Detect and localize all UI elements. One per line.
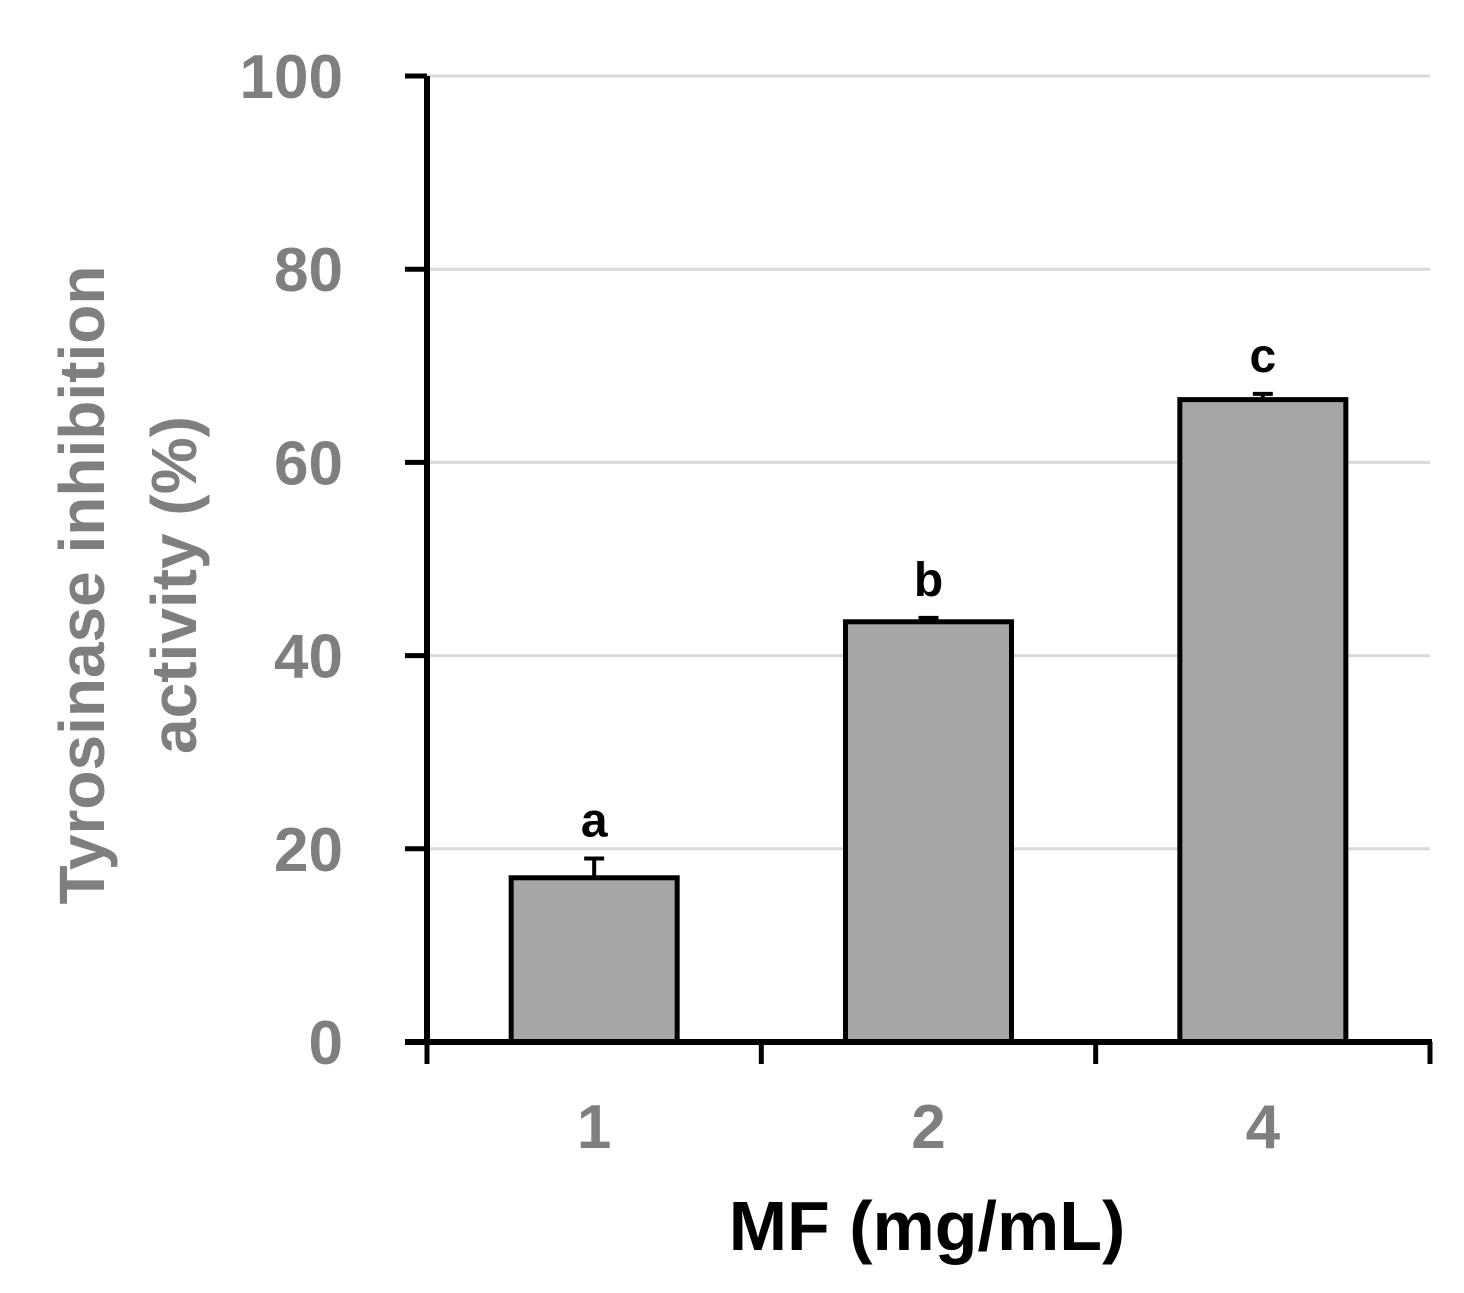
y-tick-label: 80: [274, 236, 343, 305]
labels: 0 20 40 60 80 100 a 1 b 2 c 4: [240, 43, 1281, 1162]
y-tick-label: 20: [274, 816, 343, 885]
y-axis-title-line-2: activity (%): [138, 416, 210, 754]
y-axis-title-line-1: Tyrosinase inhibition: [46, 266, 118, 905]
x-tick-label: 2: [911, 1093, 945, 1162]
y-tick-label: 0: [309, 1009, 343, 1078]
y-tick-label: 100: [240, 43, 343, 112]
bar-1: [508, 875, 680, 1045]
y-tick-label: 40: [274, 623, 343, 692]
axes: [405, 73, 1433, 1064]
significance-label: a: [581, 794, 608, 847]
significance-label: b: [914, 554, 943, 607]
bar-4: [1177, 397, 1349, 1045]
significance-label: c: [1249, 330, 1276, 383]
bar-2: [843, 619, 1014, 1045]
y-axis-title: Tyrosinase inhibition activity (%): [46, 266, 210, 905]
x-tick-label: 4: [1246, 1093, 1281, 1162]
x-tick-label: 1: [577, 1093, 611, 1162]
y-tick-label: 60: [274, 429, 343, 498]
bars: [508, 391, 1349, 1045]
x-axis-title: MF (mg/mL): [729, 1187, 1126, 1265]
